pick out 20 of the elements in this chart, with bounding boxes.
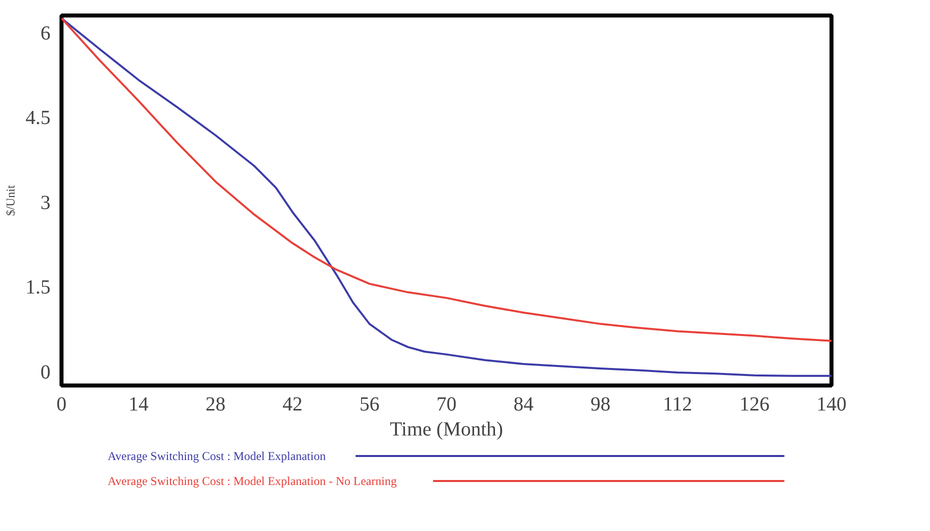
x-tick-label: 0 [56,394,66,416]
x-tick-label: 56 [360,394,380,416]
y-tick-label: 3 [40,192,50,214]
y-tick-label: 1.5 [26,276,50,299]
x-tick-label: 42 [282,394,302,416]
y-tick-label: 6 [40,22,50,44]
x-tick-label: 140 [816,394,846,416]
x-axis-title: Time (Month) [390,418,504,440]
x-tick-label: 14 [128,394,148,416]
x-tick-label: 126 [740,394,770,416]
y-tick-label: 4.5 [26,107,50,130]
x-tick-label: 98 [590,394,610,416]
text: Average Switching Cost : Model Explanation [108,449,326,463]
y-tick-label: 0 [40,361,50,384]
x-tick-label: 70 [436,394,456,416]
x-tick-label: 84 [514,394,534,416]
text: Average Switching Cost : Model Explanation - No Learning [108,474,397,488]
x-tick-label: 112 [662,394,692,416]
x-tick-label: 28 [206,394,226,416]
y-axis-title: $/Unit [4,184,18,216]
